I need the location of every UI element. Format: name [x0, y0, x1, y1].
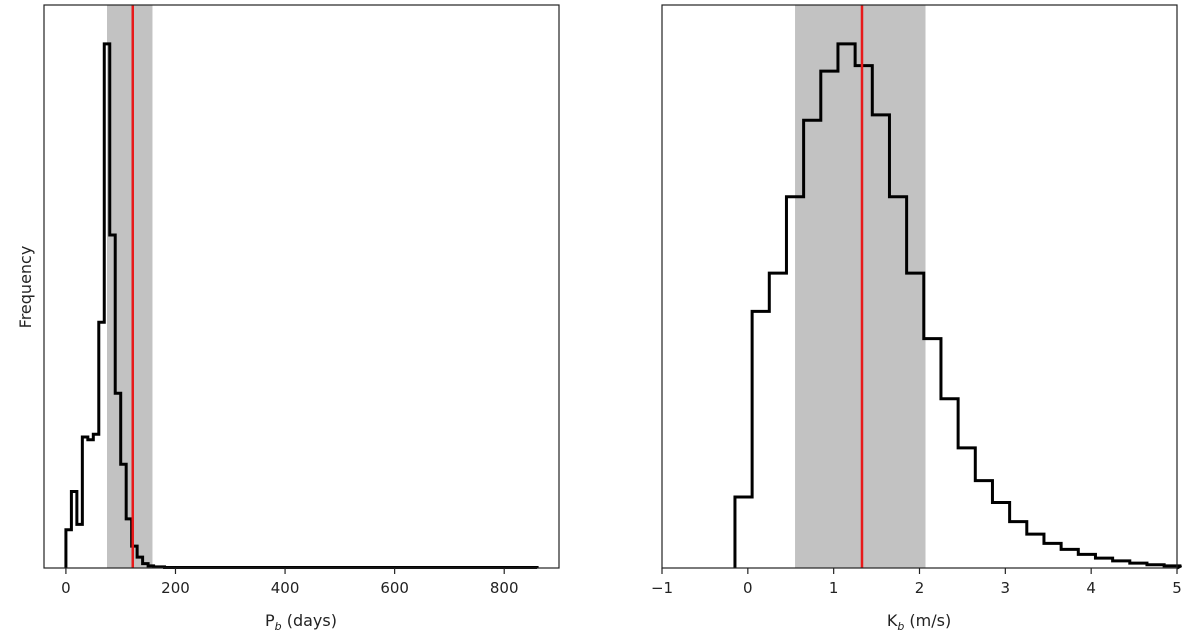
left-panel: 0 200 400 600 800 Pb (days) Frequency: [16, 4, 560, 633]
right-x-tick-label: 0: [743, 579, 753, 597]
left-x-tick-label: 400: [271, 579, 300, 597]
left-x-tick-label: 600: [380, 579, 409, 597]
left-x-tick-label: 200: [161, 579, 190, 597]
right-panel: −1 0 1 2 3 4 5 Kb (m/s): [651, 4, 1182, 633]
right-x-tick-label: 2: [915, 579, 925, 597]
left-x-tick-label: 800: [490, 579, 519, 597]
y-axis-label: Frequency: [16, 246, 35, 329]
left-x-ticks: 0 200 400 600 800: [61, 568, 519, 597]
right-x-tick-label: 4: [1086, 579, 1096, 597]
right-histogram-step: [733, 42, 1182, 570]
right-x-tick-label: 3: [1001, 579, 1011, 597]
right-x-tick-label: 1: [829, 579, 839, 597]
right-x-ticks: −1 0 1 2 3 4 5: [651, 568, 1182, 597]
right-x-tick-label: 5: [1172, 579, 1182, 597]
left-x-axis-label: Pb (days): [265, 611, 337, 633]
right-x-axis-label: Kb (m/s): [887, 611, 951, 633]
right-shade-rect: [795, 5, 926, 568]
left-x-tick-label: 0: [61, 579, 71, 597]
left-axes-frame: [43, 4, 560, 569]
right-credible-interval-band: [795, 5, 926, 568]
right-x-tick-label: −1: [651, 579, 673, 597]
